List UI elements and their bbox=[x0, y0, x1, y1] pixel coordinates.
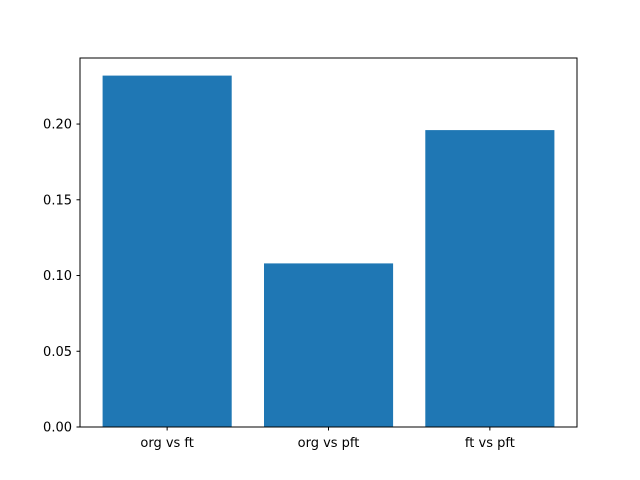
y-tick-label: 0.10 bbox=[43, 269, 72, 284]
bar bbox=[425, 130, 555, 427]
y-tick-label: 0.20 bbox=[43, 118, 72, 133]
y-tick-label: 0.00 bbox=[43, 421, 72, 436]
x-tick-label: org vs ft bbox=[140, 436, 194, 451]
plot-border bbox=[79, 57, 578, 428]
bar bbox=[102, 75, 232, 427]
x-tick-label: org vs pft bbox=[298, 436, 360, 451]
bar bbox=[264, 263, 394, 427]
y-tick-label: 0.05 bbox=[43, 345, 72, 360]
y-tick-label: 0.15 bbox=[43, 193, 72, 208]
x-tick-label: ft vs pft bbox=[465, 436, 515, 451]
